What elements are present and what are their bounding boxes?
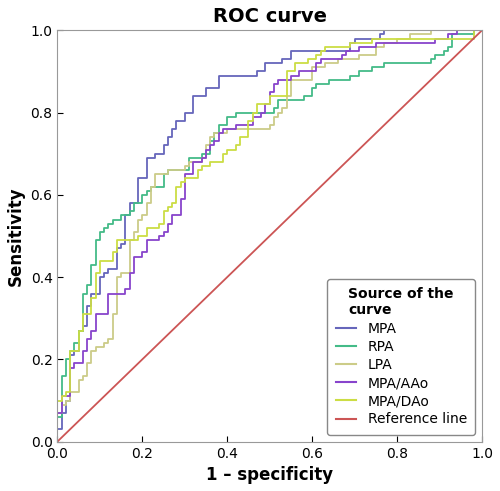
- RPA: [186, 159, 192, 165]
- Line: MPA/DAo: MPA/DAo: [58, 30, 482, 441]
- MPA/AAo: [54, 438, 60, 444]
- LPA: [246, 126, 252, 132]
- Line: LPA: LPA: [58, 30, 482, 441]
- MPA: [348, 40, 354, 46]
- MPA/DAo: [246, 126, 252, 132]
- MPA: [382, 27, 388, 33]
- MPA: [479, 27, 485, 33]
- MPA/DAo: [348, 40, 354, 46]
- MPA: [165, 138, 171, 144]
- MPA/AAo: [454, 27, 460, 33]
- Line: RPA: RPA: [58, 30, 482, 441]
- RPA: [466, 31, 472, 37]
- LPA: [479, 27, 485, 33]
- MPA/DAo: [479, 27, 485, 33]
- MPA/AAo: [241, 122, 247, 128]
- MPA: [174, 122, 180, 128]
- MPA: [466, 27, 472, 33]
- X-axis label: 1 – specificity: 1 – specificity: [206, 466, 334, 484]
- LPA: [203, 151, 209, 157]
- RPA: [88, 262, 94, 268]
- Legend: MPA, RPA, LPA, MPA/AAo, MPA/DAo, Reference line: MPA, RPA, LPA, MPA/AAo, MPA/DAo, Referen…: [327, 279, 475, 435]
- MPA/AAo: [466, 27, 472, 33]
- Line: MPA: MPA: [58, 30, 482, 441]
- LPA: [428, 27, 434, 33]
- Title: ROC curve: ROC curve: [212, 7, 326, 26]
- MPA/AAo: [356, 48, 362, 54]
- Y-axis label: Sensitivity: Sensitivity: [7, 186, 25, 286]
- MPA/AAo: [118, 291, 124, 297]
- MPA/DAo: [54, 438, 60, 444]
- Line: MPA/AAo: MPA/AAo: [58, 30, 482, 441]
- RPA: [479, 27, 485, 33]
- MPA/DAo: [470, 35, 476, 41]
- LPA: [186, 159, 192, 165]
- MPA: [101, 274, 107, 280]
- LPA: [466, 27, 472, 33]
- RPA: [232, 114, 238, 120]
- RPA: [54, 438, 60, 444]
- MPA/AAo: [479, 27, 485, 33]
- MPA/AAo: [203, 151, 209, 157]
- MPA: [54, 438, 60, 444]
- MPA/DAo: [470, 27, 476, 33]
- LPA: [54, 438, 60, 444]
- MPA/AAo: [190, 163, 196, 169]
- LPA: [360, 52, 366, 58]
- MPA: [203, 85, 209, 91]
- MPA/DAo: [97, 270, 103, 276]
- LPA: [114, 286, 120, 292]
- RPA: [470, 27, 476, 33]
- RPA: [373, 64, 379, 70]
- MPA/DAo: [194, 167, 200, 173]
- MPA/DAo: [212, 159, 218, 165]
- RPA: [203, 151, 209, 157]
